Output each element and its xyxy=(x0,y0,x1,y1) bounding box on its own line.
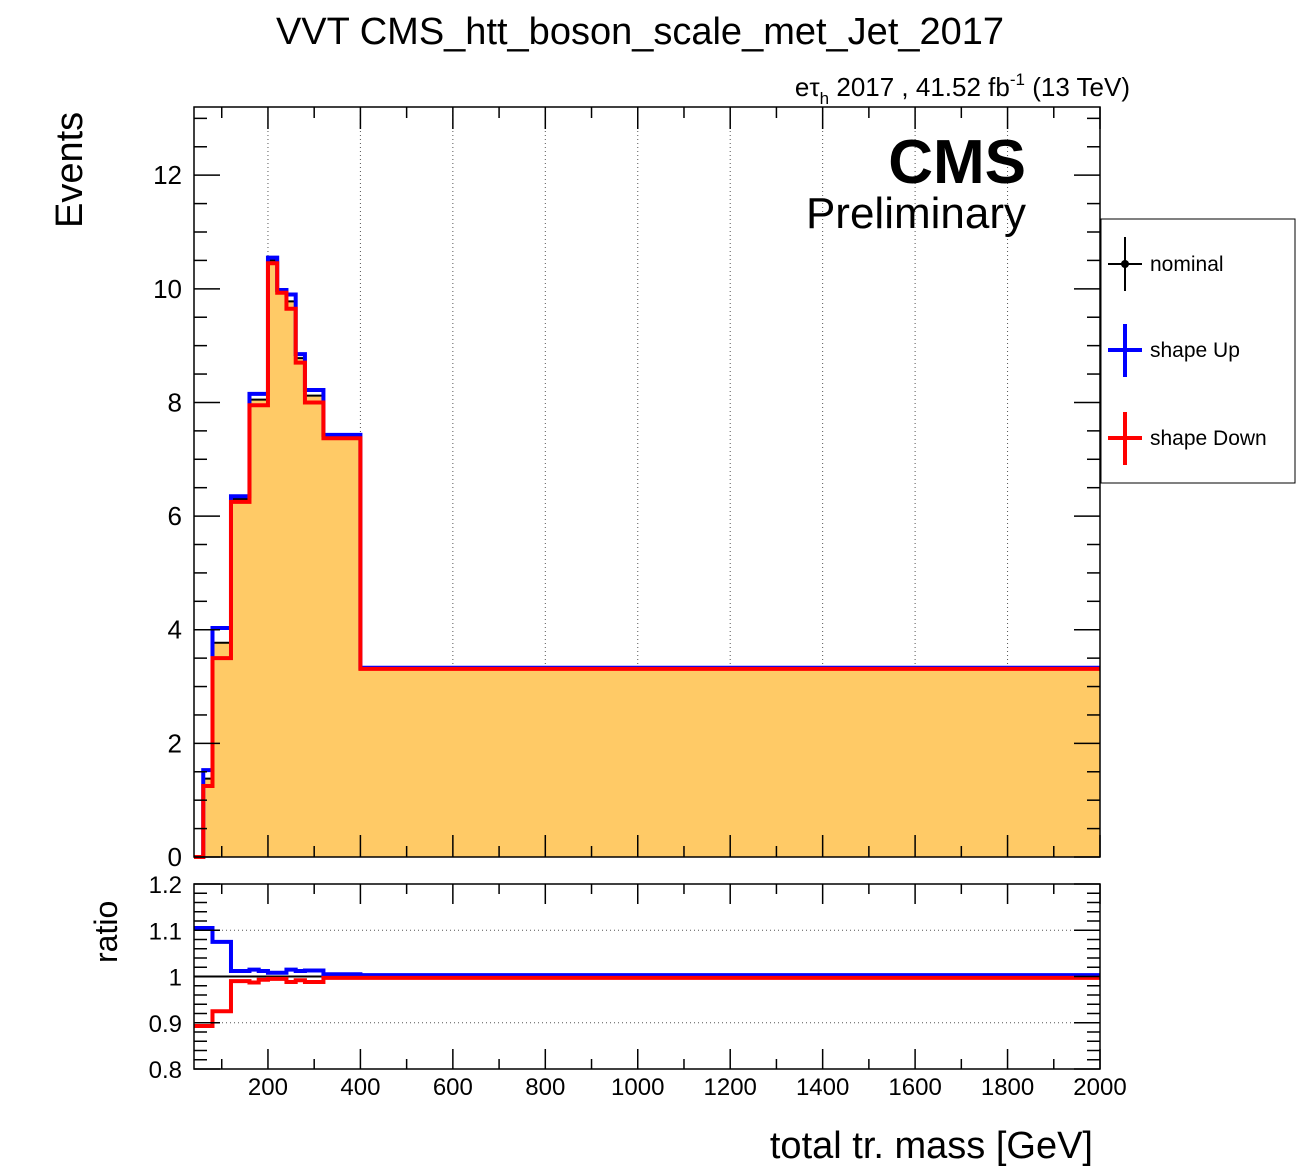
ratio-x-tick-label: 1800 xyxy=(981,1074,1034,1101)
main-y-axis-label: Events xyxy=(49,112,91,228)
ratio-y-tick-label: 0.9 xyxy=(149,1011,182,1038)
ratio-plot-panel: 0.8 0.9 1 1.1 1.2 200 400 600 800 1000 1200 1400 16… xyxy=(149,872,1127,1101)
chart-title: VVT CMS_htt_boson_scale_met_Jet_2017 xyxy=(276,11,1004,53)
main-plot-frame xyxy=(193,106,1101,858)
lumi-energy: (13 TeV) xyxy=(1025,72,1130,102)
main-y-tick-labels: 0 2 4 6 8 10 12 xyxy=(153,160,182,872)
x-axis-label: total tr. mass [GeV] xyxy=(770,1125,1093,1167)
ratio-x-tick-label: 200 xyxy=(248,1074,288,1101)
ratio-x-tick-label: 600 xyxy=(433,1074,473,1101)
ratio-shape-up-line xyxy=(194,925,1100,978)
main-y-tick-label: 2 xyxy=(168,728,182,758)
ratio-y-axis-label: ratio xyxy=(88,901,124,963)
ratio-shape-down-line xyxy=(194,975,1100,1028)
ratio-axis-ticks xyxy=(194,883,1101,1070)
ratio-x-tick-label: 400 xyxy=(340,1074,380,1101)
legend: nominal shape Up shape Down xyxy=(1100,218,1296,484)
ratio-y-tick-labels: 0.8 0.9 1 1.1 1.2 xyxy=(149,872,182,1084)
ratio-x-tick-label: 1600 xyxy=(888,1074,941,1101)
legend-entry-nominal: nominal xyxy=(1108,237,1224,291)
legend-marker-nominal-dot xyxy=(1121,260,1129,268)
cms-label: CMS xyxy=(888,128,1026,197)
main-plot-panel: 0 2 4 6 8 10 12 xyxy=(153,106,1101,872)
main-y-tick-label: 6 xyxy=(168,501,182,531)
lumi-channel-e: e xyxy=(795,72,809,102)
ratio-x-tick-label: 1400 xyxy=(796,1074,849,1101)
legend-label-shape-down: shape Down xyxy=(1150,427,1267,450)
main-y-tick-label: 0 xyxy=(168,842,182,872)
ratio-x-tick-label: 1000 xyxy=(611,1074,664,1101)
main-y-tick-label: 12 xyxy=(153,160,182,190)
legend-label-nominal: nominal xyxy=(1150,253,1224,276)
ratio-grid-lines xyxy=(194,929,1100,1024)
main-axis-ticks xyxy=(194,107,1101,858)
main-y-tick-label: 4 xyxy=(168,615,182,645)
ratio-y-tick-label: 1.2 xyxy=(149,872,182,899)
ratio-y-tick-label: 0.8 xyxy=(149,1057,182,1084)
lumi-channel-sub: h xyxy=(820,89,829,108)
shape-down-histogram-line xyxy=(194,261,1100,859)
lumi-sup: -1 xyxy=(1010,70,1025,89)
lumi-text: 2017 , 41.52 fb xyxy=(829,72,1010,102)
ratio-x-tick-label: 800 xyxy=(525,1074,565,1101)
nominal-filled-histogram xyxy=(194,260,1100,858)
ratio-y-tick-label: 1 xyxy=(169,965,182,992)
main-y-tick-label: 8 xyxy=(168,387,182,417)
legend-entry-shape-down: shape Down xyxy=(1108,412,1267,465)
ratio-y-tick-label: 1.1 xyxy=(149,918,182,945)
ratio-x-tick-label: 2000 xyxy=(1073,1074,1126,1101)
lumi-channel-tau: τ xyxy=(809,72,820,102)
legend-label-shape-up: shape Up xyxy=(1150,339,1240,362)
ratio-x-tick-labels: 200 400 600 800 1000 1200 1400 1600 1800 2000 xyxy=(248,1074,1127,1101)
cms-preliminary-label: Preliminary xyxy=(806,189,1026,238)
lumi-label: eτh 2017 , 41.52 fb-1 (13 TeV) xyxy=(795,70,1130,108)
main-y-tick-label: 10 xyxy=(153,274,182,304)
ratio-x-tick-label: 1200 xyxy=(704,1074,757,1101)
legend-entry-shape-up: shape Up xyxy=(1108,324,1240,377)
